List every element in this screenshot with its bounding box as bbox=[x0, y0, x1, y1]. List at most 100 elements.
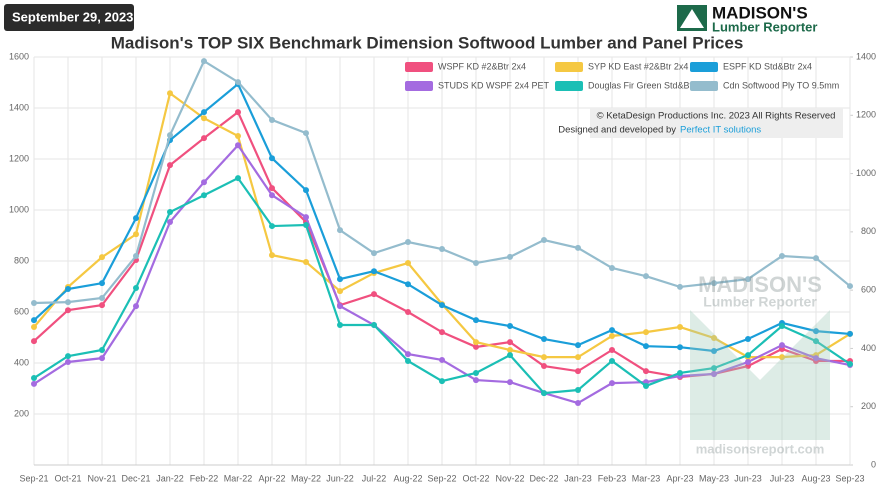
data-point bbox=[813, 328, 819, 335]
data-point bbox=[575, 354, 581, 361]
y2-tick-label: 800 bbox=[861, 226, 876, 236]
y-tick-label: 1600 bbox=[9, 51, 29, 61]
data-point bbox=[201, 109, 207, 116]
data-point bbox=[745, 276, 751, 283]
data-point bbox=[473, 343, 479, 350]
data-point bbox=[303, 259, 309, 266]
data-point bbox=[439, 329, 445, 336]
data-point bbox=[167, 218, 173, 225]
watermark: MADISON'S Lumber Reporter madisonsreport… bbox=[690, 272, 830, 456]
data-point bbox=[711, 370, 717, 377]
data-point bbox=[31, 324, 37, 331]
legend-label: Douglas Fir Green Std&Btr 2x4 bbox=[588, 80, 712, 90]
data-point bbox=[337, 322, 343, 329]
data-point bbox=[201, 135, 207, 142]
data-point bbox=[31, 338, 37, 345]
data-point bbox=[813, 355, 819, 362]
y2-tick-label: 1400 bbox=[856, 51, 876, 61]
legend-label: STUDS KD WSPF 2x4 PET bbox=[438, 80, 550, 90]
x-tick-label: May-23 bbox=[699, 473, 729, 483]
data-point bbox=[65, 307, 71, 314]
data-point bbox=[133, 303, 139, 310]
data-point bbox=[167, 132, 173, 139]
data-point bbox=[269, 185, 275, 192]
data-point bbox=[473, 369, 479, 376]
data-point bbox=[201, 192, 207, 199]
data-point bbox=[507, 379, 513, 386]
credit-link[interactable]: Perfect IT solutions bbox=[680, 125, 761, 136]
data-point bbox=[269, 155, 275, 162]
data-point bbox=[575, 342, 581, 349]
legend-label: Cdn Softwood Ply TO 9.5mm bbox=[723, 80, 839, 90]
credit-text: Designed and developed by bbox=[558, 125, 676, 136]
data-point bbox=[847, 283, 853, 290]
data-point bbox=[201, 115, 207, 122]
data-point bbox=[337, 227, 343, 234]
y2-tick-label: 0 bbox=[871, 459, 876, 469]
logo-icon-mark bbox=[680, 9, 704, 28]
data-point bbox=[507, 352, 513, 359]
data-point bbox=[371, 291, 377, 298]
data-point bbox=[609, 357, 615, 364]
logo-subtitle: Lumber Reporter bbox=[712, 19, 817, 34]
data-point bbox=[303, 214, 309, 221]
data-point bbox=[643, 329, 649, 336]
y2-tick-label: 1200 bbox=[856, 110, 876, 120]
watermark-subtitle: Lumber Reporter bbox=[703, 294, 817, 310]
data-point bbox=[31, 299, 37, 306]
data-point bbox=[745, 352, 751, 359]
data-point bbox=[779, 323, 785, 330]
data-point bbox=[269, 223, 275, 230]
data-point bbox=[167, 209, 173, 216]
data-point bbox=[269, 192, 275, 199]
data-point bbox=[711, 280, 717, 287]
x-tick-label: Sep-23 bbox=[835, 473, 864, 483]
legend-label: ESPF KD Std&Btr 2x4 bbox=[723, 61, 812, 71]
chart-title: Madison's TOP SIX Benchmark Dimension So… bbox=[111, 33, 744, 52]
data-point bbox=[235, 142, 241, 149]
x-tick-label: Aug-23 bbox=[801, 473, 830, 483]
data-point bbox=[813, 338, 819, 345]
data-point bbox=[439, 356, 445, 363]
data-point bbox=[473, 377, 479, 384]
data-point bbox=[541, 363, 547, 370]
data-point bbox=[303, 222, 309, 229]
data-point bbox=[303, 187, 309, 194]
series bbox=[31, 175, 853, 397]
data-point bbox=[473, 317, 479, 324]
y2-tick-label: 600 bbox=[861, 285, 876, 295]
data-point bbox=[643, 382, 649, 389]
data-point bbox=[541, 354, 547, 361]
data-point bbox=[133, 253, 139, 260]
y2-tick-label: 400 bbox=[861, 343, 876, 353]
data-point bbox=[575, 244, 581, 251]
data-point bbox=[405, 239, 411, 246]
watermark-icon bbox=[690, 310, 830, 440]
x-tick-label: May-22 bbox=[291, 473, 321, 483]
data-point bbox=[677, 283, 683, 290]
data-point bbox=[711, 335, 717, 342]
data-point bbox=[439, 246, 445, 253]
x-tick-label: Nov-22 bbox=[495, 473, 524, 483]
copyright-box bbox=[590, 108, 843, 138]
x-tick-label: Oct-21 bbox=[54, 473, 81, 483]
x-tick-label: Apr-23 bbox=[666, 473, 693, 483]
data-point bbox=[405, 281, 411, 288]
y-tick-label: 1000 bbox=[9, 204, 29, 214]
data-point bbox=[609, 380, 615, 387]
y-tick-label: 1200 bbox=[9, 153, 29, 163]
legend-label: WSPF KD #2&Btr 2x4 bbox=[438, 61, 526, 71]
data-point bbox=[439, 302, 445, 309]
watermark-url: madisonsreport.com bbox=[696, 441, 825, 456]
data-point bbox=[405, 309, 411, 315]
x-tick-label: Feb-22 bbox=[190, 473, 219, 483]
data-point bbox=[65, 299, 71, 306]
data-point bbox=[643, 273, 649, 280]
data-point bbox=[779, 253, 785, 260]
data-point bbox=[439, 378, 445, 385]
y2-tick-label: 1000 bbox=[856, 168, 876, 178]
data-point bbox=[371, 268, 377, 275]
data-point bbox=[99, 295, 105, 302]
data-point bbox=[609, 327, 615, 334]
